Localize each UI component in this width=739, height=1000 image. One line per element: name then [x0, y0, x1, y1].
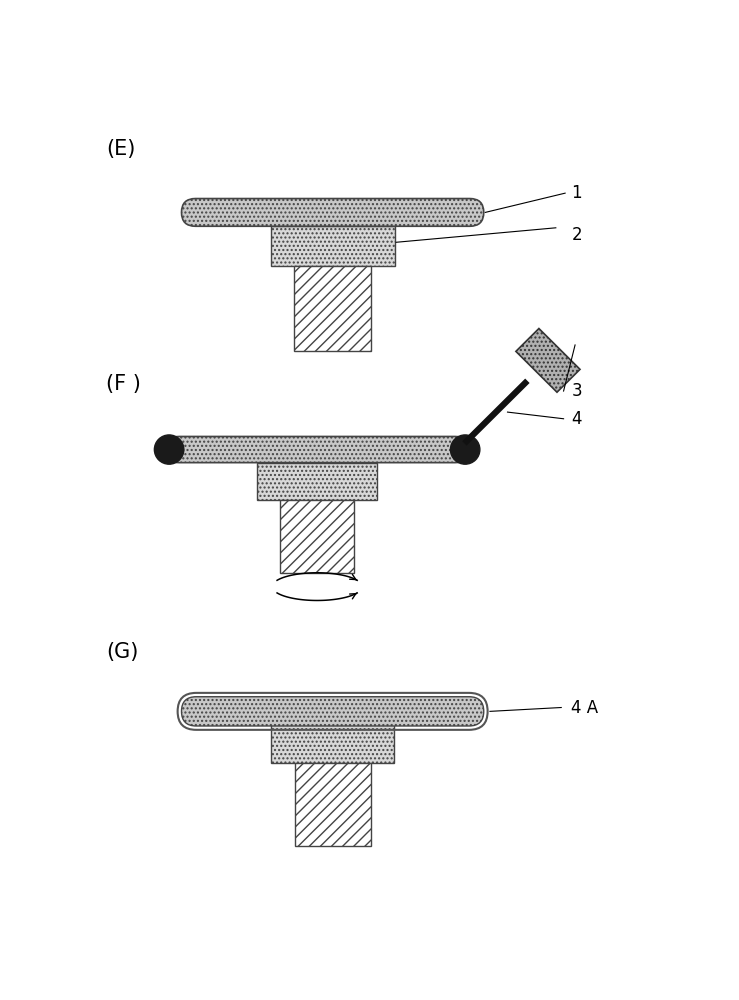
Text: 1: 1: [571, 184, 582, 202]
FancyBboxPatch shape: [166, 436, 469, 463]
Text: 3: 3: [571, 382, 582, 400]
Text: (F ): (F ): [106, 374, 141, 394]
Bar: [270, 226, 395, 266]
Circle shape: [154, 435, 184, 464]
Bar: [257, 463, 377, 500]
Polygon shape: [516, 329, 580, 392]
Circle shape: [451, 435, 480, 464]
Bar: [271, 724, 394, 763]
Bar: [295, 763, 370, 846]
Text: (G): (G): [106, 642, 139, 662]
Text: 2: 2: [571, 227, 582, 244]
FancyBboxPatch shape: [182, 697, 484, 726]
Bar: [280, 500, 354, 573]
Text: 4: 4: [571, 410, 582, 428]
FancyBboxPatch shape: [182, 199, 484, 226]
Bar: [294, 266, 372, 351]
Text: 4 A: 4 A: [571, 699, 599, 717]
Text: (E): (E): [106, 139, 136, 159]
